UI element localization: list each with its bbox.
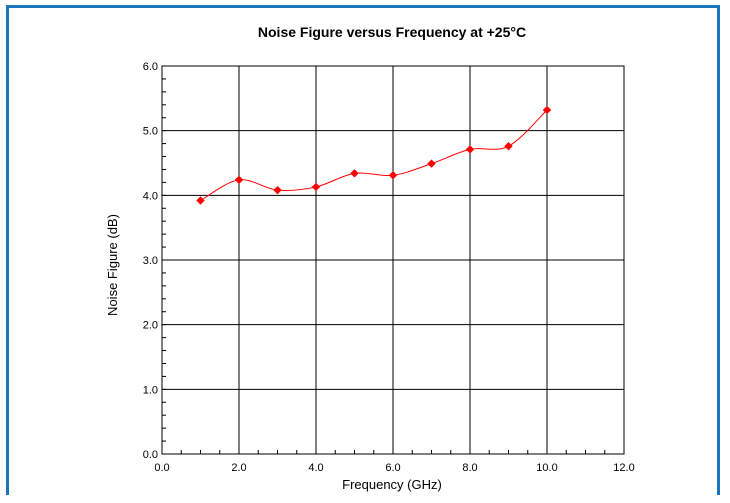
plot-border <box>161 65 625 455</box>
x-axis-label: Frequency (GHz) <box>342 477 442 492</box>
y-tick-label: 6.0 <box>143 61 158 73</box>
x-tick-label: 2.0 <box>231 462 246 474</box>
y-tick-label: 3.0 <box>143 255 158 267</box>
grid-lines <box>162 66 624 454</box>
data-point <box>542 105 552 115</box>
y-tick-label: 1.0 <box>143 384 158 396</box>
x-tick-label: 4.0 <box>308 462 323 474</box>
data-point <box>273 185 282 195</box>
data-point <box>234 175 244 185</box>
y-tick-labels: 0.0 1.0 2.0 3.0 4.0 5.0 6.0 <box>143 61 158 461</box>
y-tick-label: 5.0 <box>143 126 158 138</box>
x-tick-label: 6.0 <box>385 462 400 474</box>
y-tick-label: 0.0 <box>143 449 158 461</box>
data-point <box>311 182 321 192</box>
x-tick-label: 8.0 <box>462 462 477 474</box>
data-point <box>427 159 436 168</box>
axis-ticks <box>161 65 625 455</box>
data-point <box>504 141 513 151</box>
chart-frame: Noise Figure versus Frequency at +25°C 0… <box>6 5 720 495</box>
series-line <box>200 109 548 201</box>
x-tick-label: 12.0 <box>613 462 634 474</box>
series-layer <box>196 105 552 205</box>
x-tick-label: 10.0 <box>536 462 557 474</box>
y-axis-label: Noise Figure (dB) <box>105 214 120 316</box>
x-tick-labels: 0.0 2.0 4.0 6.0 8.0 10.0 12.0 <box>154 462 634 474</box>
data-point <box>196 196 205 205</box>
y-tick-label: 2.0 <box>143 320 158 332</box>
chart-title: Noise Figure versus Frequency at +25°C <box>258 24 526 40</box>
noise-figure-chart: Noise Figure versus Frequency at +25°C 0… <box>105 24 635 492</box>
data-point <box>388 171 398 180</box>
y-tick-label: 4.0 <box>143 190 158 202</box>
data-point <box>350 169 359 178</box>
data-point <box>465 145 475 154</box>
x-tick-label: 0.0 <box>154 462 169 474</box>
